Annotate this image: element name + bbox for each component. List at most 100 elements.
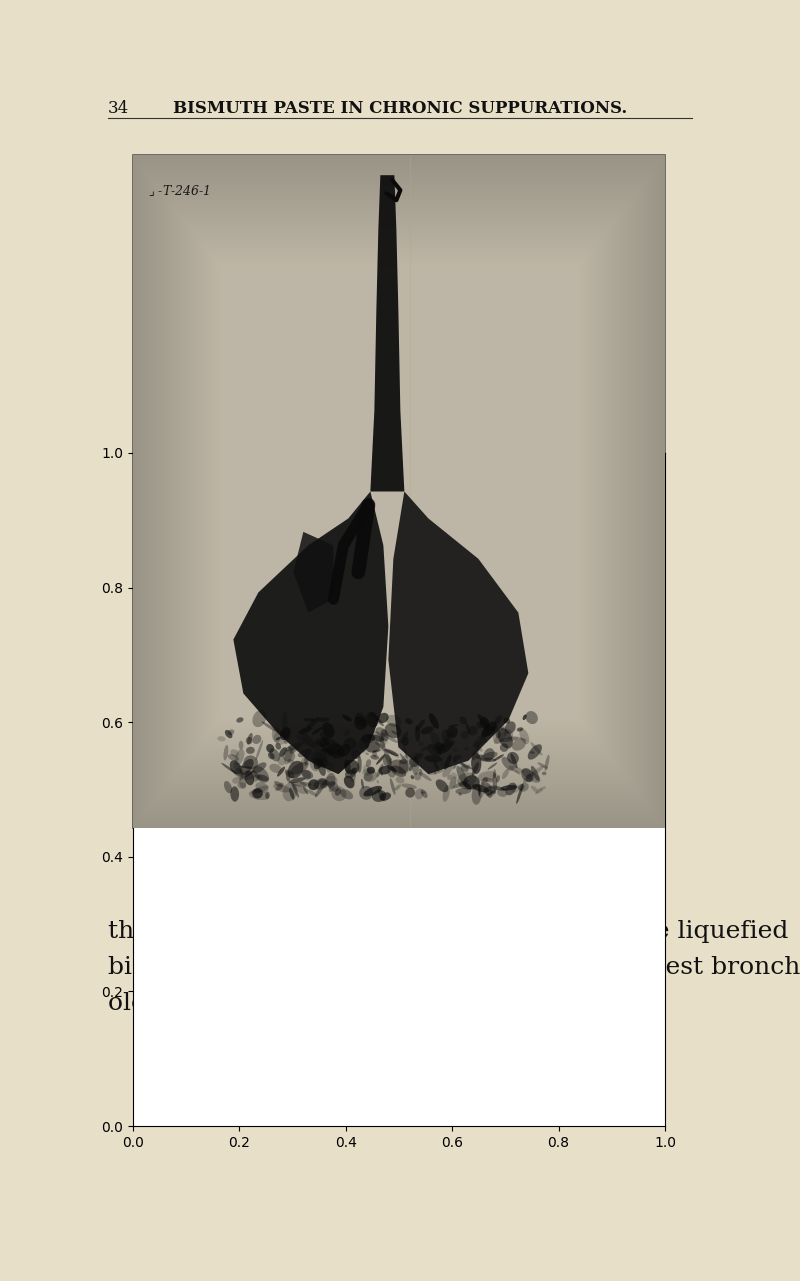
- Ellipse shape: [390, 778, 395, 794]
- Ellipse shape: [278, 756, 286, 766]
- Ellipse shape: [450, 776, 457, 789]
- Ellipse shape: [500, 737, 518, 742]
- Ellipse shape: [340, 789, 353, 799]
- Ellipse shape: [523, 772, 531, 783]
- Ellipse shape: [478, 715, 489, 729]
- Ellipse shape: [472, 785, 482, 804]
- Ellipse shape: [327, 743, 345, 758]
- Ellipse shape: [266, 744, 274, 753]
- Ellipse shape: [400, 731, 408, 743]
- Ellipse shape: [424, 756, 442, 762]
- Ellipse shape: [255, 740, 263, 761]
- Ellipse shape: [478, 784, 481, 796]
- Ellipse shape: [530, 751, 534, 753]
- Ellipse shape: [478, 781, 486, 798]
- Ellipse shape: [458, 793, 462, 796]
- Ellipse shape: [466, 722, 470, 734]
- Ellipse shape: [483, 789, 487, 794]
- Ellipse shape: [386, 715, 402, 728]
- Ellipse shape: [289, 788, 294, 799]
- Ellipse shape: [380, 742, 386, 749]
- Ellipse shape: [514, 770, 521, 775]
- Ellipse shape: [249, 790, 270, 801]
- Ellipse shape: [531, 785, 538, 793]
- Ellipse shape: [494, 715, 502, 725]
- Ellipse shape: [222, 763, 237, 774]
- Ellipse shape: [456, 766, 467, 785]
- Ellipse shape: [298, 749, 312, 757]
- Ellipse shape: [476, 755, 484, 758]
- Ellipse shape: [482, 721, 496, 738]
- Ellipse shape: [521, 769, 534, 783]
- Ellipse shape: [252, 788, 263, 798]
- Ellipse shape: [287, 760, 294, 763]
- Ellipse shape: [224, 781, 232, 793]
- Ellipse shape: [361, 734, 375, 743]
- Ellipse shape: [252, 766, 269, 783]
- Ellipse shape: [522, 715, 526, 720]
- Ellipse shape: [307, 789, 318, 797]
- Ellipse shape: [427, 744, 442, 757]
- Ellipse shape: [228, 729, 234, 735]
- Polygon shape: [234, 492, 388, 774]
- Ellipse shape: [436, 742, 453, 755]
- Ellipse shape: [285, 770, 294, 778]
- Ellipse shape: [234, 749, 244, 765]
- Ellipse shape: [519, 729, 530, 744]
- Ellipse shape: [461, 762, 469, 772]
- Ellipse shape: [366, 712, 378, 728]
- Ellipse shape: [528, 744, 542, 760]
- Ellipse shape: [529, 766, 544, 778]
- Ellipse shape: [535, 789, 543, 794]
- Ellipse shape: [262, 721, 278, 733]
- Ellipse shape: [415, 789, 424, 799]
- Ellipse shape: [494, 731, 506, 744]
- Ellipse shape: [434, 771, 437, 775]
- Ellipse shape: [243, 756, 258, 770]
- Ellipse shape: [361, 779, 364, 789]
- Ellipse shape: [453, 765, 457, 769]
- Ellipse shape: [372, 730, 385, 743]
- Ellipse shape: [481, 776, 488, 787]
- Ellipse shape: [442, 765, 453, 778]
- Ellipse shape: [501, 785, 518, 790]
- Ellipse shape: [360, 719, 368, 726]
- Ellipse shape: [447, 775, 452, 780]
- Ellipse shape: [289, 778, 306, 783]
- Ellipse shape: [313, 757, 329, 767]
- Ellipse shape: [480, 757, 496, 762]
- Ellipse shape: [478, 771, 497, 781]
- Ellipse shape: [451, 772, 458, 779]
- Ellipse shape: [362, 767, 375, 775]
- Ellipse shape: [350, 748, 361, 758]
- Ellipse shape: [342, 715, 352, 721]
- Text: bismuth paste.  We note that even the smallest bronchi-: bismuth paste. We note that even the sma…: [108, 956, 800, 979]
- Ellipse shape: [315, 752, 327, 761]
- Ellipse shape: [419, 772, 432, 781]
- Ellipse shape: [274, 787, 282, 792]
- Ellipse shape: [391, 730, 398, 735]
- Ellipse shape: [296, 734, 306, 744]
- Ellipse shape: [237, 770, 246, 778]
- Ellipse shape: [415, 725, 420, 742]
- Ellipse shape: [459, 783, 472, 789]
- Ellipse shape: [542, 771, 546, 775]
- Ellipse shape: [274, 781, 282, 787]
- Ellipse shape: [414, 753, 423, 760]
- Ellipse shape: [318, 758, 326, 776]
- Ellipse shape: [376, 755, 386, 765]
- Ellipse shape: [434, 762, 438, 769]
- Ellipse shape: [310, 749, 332, 761]
- Ellipse shape: [238, 783, 246, 789]
- Ellipse shape: [275, 743, 281, 749]
- PathPatch shape: [370, 175, 404, 492]
- Ellipse shape: [436, 779, 449, 792]
- Ellipse shape: [433, 758, 439, 771]
- Ellipse shape: [489, 790, 495, 796]
- Ellipse shape: [472, 762, 479, 776]
- Ellipse shape: [416, 720, 425, 731]
- Ellipse shape: [509, 766, 523, 772]
- Ellipse shape: [345, 760, 359, 775]
- Ellipse shape: [530, 742, 542, 756]
- Ellipse shape: [318, 779, 330, 785]
